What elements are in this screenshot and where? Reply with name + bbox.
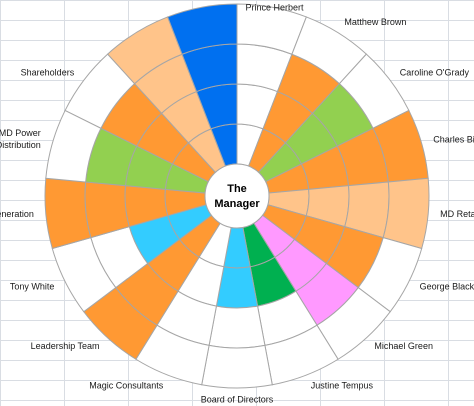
- label-michael-green: Michael Green: [374, 341, 433, 351]
- label-charles-bilingsworth: Charles Bilingsworth: [433, 135, 474, 145]
- segment-md-power-generation-ring-4: [44, 177, 92, 250]
- segment-md-retail-ring-4: [382, 177, 430, 250]
- segment-board-of-directors-ring-3: [208, 305, 266, 349]
- label-shareholders: Shareholders: [21, 67, 75, 77]
- label-md-retail: MD Retail: [440, 209, 474, 219]
- label-caroline-o-grady: Caroline O'Grady: [400, 67, 470, 77]
- label-magic-consultants: Magic Consultants: [89, 381, 164, 391]
- label-justine-tempus: Justine Tempus: [311, 381, 374, 391]
- wheel-segments: [44, 3, 430, 389]
- segment-board-of-directors-ring-4: [201, 344, 273, 389]
- label-leadership-team: Leadership Team: [31, 341, 100, 351]
- center-title-line2: Manager: [214, 198, 260, 210]
- label-george-black: George Black: [420, 281, 474, 291]
- label-matthew-brown: Matthew Brown: [344, 17, 406, 27]
- segment-unlabeled-16-ring-4: [166, 3, 238, 55]
- label-tony-white: Tony White: [10, 281, 55, 291]
- center-circle: [204, 163, 270, 229]
- center-title-line1: The: [227, 183, 247, 195]
- label-prince-herbert: Prince Herbert: [245, 2, 304, 12]
- label-md-power-distribution: MD Power Distribution: [0, 129, 41, 151]
- label-board-of-directors: Board of Directors: [201, 394, 274, 404]
- center-hub: The Manager: [204, 163, 270, 229]
- label-md-power-generation: MD Power Generation: [0, 209, 34, 219]
